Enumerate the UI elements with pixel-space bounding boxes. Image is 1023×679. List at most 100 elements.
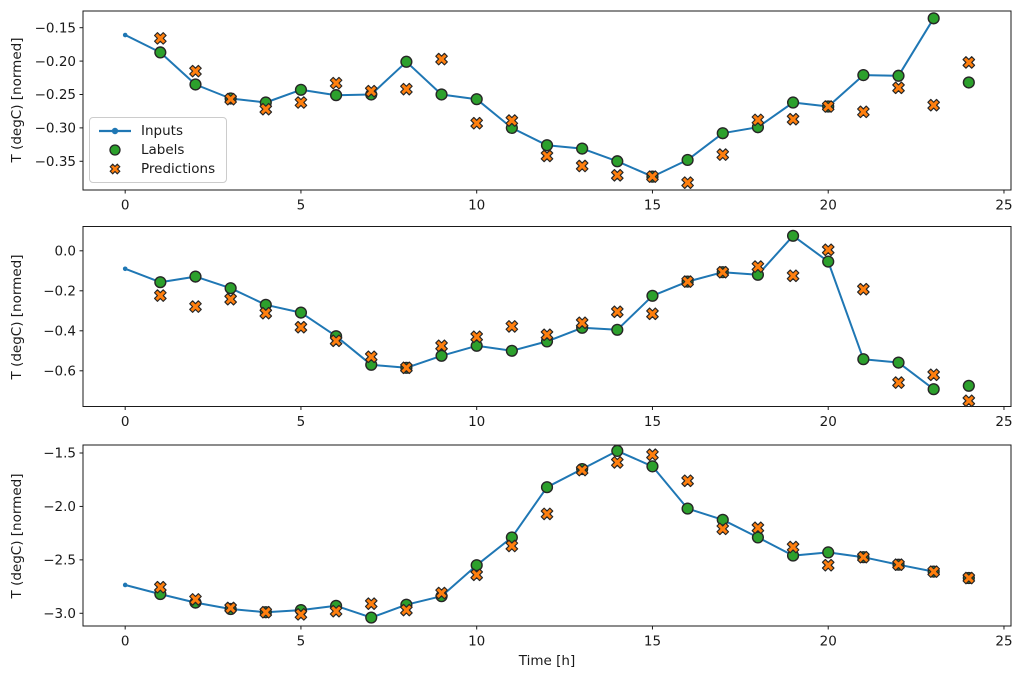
input-dot xyxy=(122,266,128,272)
prediction-point xyxy=(962,571,976,585)
y-tick-label: −0.15 xyxy=(35,20,76,36)
prediction-point xyxy=(962,394,976,408)
inputs-line-dot-icon xyxy=(96,125,134,137)
prediction-point xyxy=(224,601,237,615)
label-point xyxy=(611,444,624,457)
y-tick-label: −0.2 xyxy=(43,284,76,300)
label-point xyxy=(857,353,870,366)
predictions-points xyxy=(153,243,976,408)
label-point xyxy=(294,83,308,96)
label-point xyxy=(154,276,167,289)
legend-label-predictions: Predictions xyxy=(141,161,216,178)
inputs-line xyxy=(122,16,936,179)
x-tick-label: 0 xyxy=(121,414,130,430)
prediction-point xyxy=(681,176,694,189)
prediction-point xyxy=(294,96,308,109)
x-tick-label: 0 xyxy=(121,198,130,214)
prediction-point xyxy=(470,116,484,130)
prediction-point xyxy=(435,339,448,353)
x-tick-label: 10 xyxy=(468,414,485,430)
prediction-point xyxy=(892,376,905,389)
prediction-point xyxy=(505,114,519,127)
prediction-point xyxy=(400,361,413,375)
prediction-point xyxy=(470,568,484,582)
label-point xyxy=(611,155,624,168)
inputs-polyline xyxy=(124,234,935,391)
prediction-point xyxy=(259,605,273,619)
label-point xyxy=(892,356,905,369)
prediction-point xyxy=(751,521,765,535)
prediction-point xyxy=(400,603,413,617)
label-point xyxy=(927,12,940,25)
label-point xyxy=(400,55,413,68)
prediction-point xyxy=(153,289,167,302)
predictions-points xyxy=(153,32,976,189)
x-tick-label: 5 xyxy=(297,634,306,650)
prediction-point xyxy=(329,76,343,90)
label-point xyxy=(470,93,483,106)
prediction-point xyxy=(927,368,941,382)
prediction-point xyxy=(470,330,484,344)
x-axis-label: Time [h] xyxy=(518,653,576,669)
prediction-point xyxy=(646,307,659,321)
prediction-point xyxy=(153,32,167,45)
prediction-point xyxy=(575,159,589,173)
prediction-point xyxy=(294,320,308,334)
prediction-point xyxy=(435,586,448,600)
prediction-point xyxy=(575,316,589,330)
label-point xyxy=(822,255,835,268)
x-tick-label: 10 xyxy=(468,198,485,214)
y-tick-label: −0.4 xyxy=(43,324,76,340)
prediction-point xyxy=(716,265,730,279)
prediction-point xyxy=(224,292,237,306)
x-tick-label: 15 xyxy=(644,198,661,214)
x-tick-label: 20 xyxy=(820,414,837,430)
x-tick-label: 20 xyxy=(820,634,837,650)
x-tick-label: 25 xyxy=(995,414,1012,430)
prediction-point xyxy=(821,243,835,257)
label-point xyxy=(962,379,975,392)
legend-label-labels: Labels xyxy=(141,141,185,158)
label-point xyxy=(892,69,905,82)
label-point xyxy=(681,502,694,515)
label-point xyxy=(962,76,975,89)
legend-item-predictions: Predictions xyxy=(96,160,220,179)
prediction-point xyxy=(962,56,976,69)
prediction-point xyxy=(189,64,202,78)
x-tick-label: 0 xyxy=(121,634,130,650)
x-tick-label: 5 xyxy=(297,198,306,214)
prediction-point xyxy=(364,597,378,611)
prediction-point xyxy=(610,305,624,319)
prediction-point xyxy=(786,112,800,126)
y-tick-label: −0.25 xyxy=(35,87,76,103)
label-point xyxy=(646,289,659,302)
label-point xyxy=(505,344,518,357)
prediction-point xyxy=(400,82,413,96)
legend-item-labels: Labels xyxy=(96,140,220,159)
prediction-point xyxy=(857,282,870,296)
label-point xyxy=(751,531,765,544)
x-tick-label: 25 xyxy=(995,634,1012,650)
prediction-point xyxy=(751,260,765,273)
prediction-point xyxy=(821,100,835,113)
input-dot xyxy=(122,582,128,588)
prediction-point xyxy=(646,448,659,462)
inputs-polyline xyxy=(124,17,935,178)
label-point xyxy=(786,229,800,242)
y-tick-label: −1.5 xyxy=(43,446,76,462)
prediction-point xyxy=(821,558,835,572)
label-point xyxy=(189,78,202,91)
y-tick-label: −0.20 xyxy=(35,54,76,70)
inputs-polyline xyxy=(124,449,935,619)
axes-frame xyxy=(82,226,1012,407)
label-point xyxy=(189,270,202,283)
axes-frame xyxy=(82,10,1012,191)
legend: Inputs Labels Predictions xyxy=(89,117,227,183)
predictions-points xyxy=(153,448,976,621)
label-point xyxy=(365,611,378,624)
prediction-point xyxy=(505,539,519,553)
label-point xyxy=(927,383,940,396)
x-tick-label: 20 xyxy=(820,198,837,214)
prediction-point xyxy=(575,463,589,477)
